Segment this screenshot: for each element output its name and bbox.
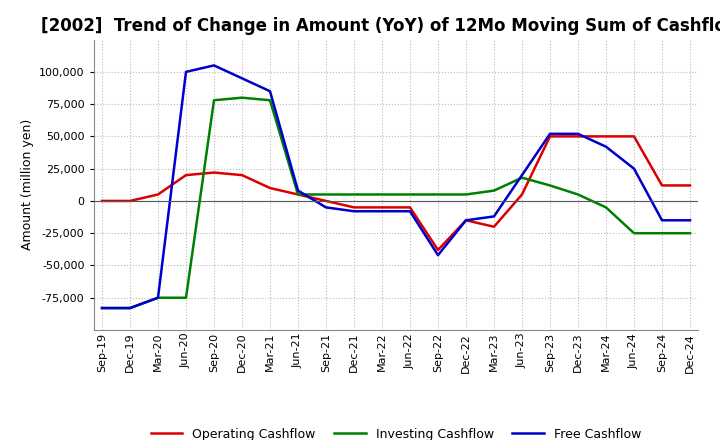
Investing Cashflow xyxy=(181,295,190,301)
Free Cashflow xyxy=(322,205,330,210)
Investing Cashflow xyxy=(266,98,274,103)
Operating Cashflow xyxy=(181,172,190,178)
Free Cashflow xyxy=(350,209,359,214)
Free Cashflow xyxy=(546,131,554,136)
Investing Cashflow xyxy=(350,192,359,197)
Operating Cashflow xyxy=(602,134,611,139)
Free Cashflow xyxy=(126,305,135,311)
Investing Cashflow xyxy=(518,175,526,180)
Line: Operating Cashflow: Operating Cashflow xyxy=(102,136,690,250)
Free Cashflow xyxy=(602,144,611,149)
Investing Cashflow xyxy=(490,188,498,193)
Free Cashflow xyxy=(378,209,387,214)
Operating Cashflow xyxy=(518,192,526,197)
Investing Cashflow xyxy=(126,305,135,311)
Free Cashflow xyxy=(294,188,302,193)
Investing Cashflow xyxy=(322,192,330,197)
Free Cashflow xyxy=(405,209,414,214)
Free Cashflow xyxy=(98,305,107,311)
Investing Cashflow xyxy=(378,192,387,197)
Operating Cashflow xyxy=(405,205,414,210)
Line: Free Cashflow: Free Cashflow xyxy=(102,66,690,308)
Free Cashflow xyxy=(462,218,470,223)
Free Cashflow xyxy=(238,76,246,81)
Operating Cashflow xyxy=(546,134,554,139)
Investing Cashflow xyxy=(630,231,639,236)
Title: [2002]  Trend of Change in Amount (YoY) of 12Mo Moving Sum of Cashflows: [2002] Trend of Change in Amount (YoY) o… xyxy=(41,17,720,35)
Operating Cashflow xyxy=(266,185,274,191)
Free Cashflow xyxy=(518,172,526,178)
Free Cashflow xyxy=(574,131,582,136)
Free Cashflow xyxy=(210,63,218,68)
Operating Cashflow xyxy=(238,172,246,178)
Free Cashflow xyxy=(181,69,190,74)
Operating Cashflow xyxy=(210,170,218,175)
Legend: Operating Cashflow, Investing Cashflow, Free Cashflow: Operating Cashflow, Investing Cashflow, … xyxy=(146,423,646,440)
Investing Cashflow xyxy=(546,183,554,188)
Operating Cashflow xyxy=(294,192,302,197)
Investing Cashflow xyxy=(602,205,611,210)
Operating Cashflow xyxy=(378,205,387,210)
Investing Cashflow xyxy=(98,305,107,311)
Free Cashflow xyxy=(153,295,162,301)
Free Cashflow xyxy=(657,218,666,223)
Operating Cashflow xyxy=(350,205,359,210)
Operating Cashflow xyxy=(322,198,330,204)
Investing Cashflow xyxy=(153,295,162,301)
Operating Cashflow xyxy=(574,134,582,139)
Operating Cashflow xyxy=(126,198,135,204)
Investing Cashflow xyxy=(685,231,694,236)
Operating Cashflow xyxy=(490,224,498,229)
Investing Cashflow xyxy=(210,98,218,103)
Operating Cashflow xyxy=(685,183,694,188)
Investing Cashflow xyxy=(405,192,414,197)
Y-axis label: Amount (million yen): Amount (million yen) xyxy=(20,119,34,250)
Free Cashflow xyxy=(630,166,639,171)
Operating Cashflow xyxy=(657,183,666,188)
Operating Cashflow xyxy=(98,198,107,204)
Operating Cashflow xyxy=(153,192,162,197)
Operating Cashflow xyxy=(433,247,442,253)
Investing Cashflow xyxy=(462,192,470,197)
Operating Cashflow xyxy=(630,134,639,139)
Investing Cashflow xyxy=(433,192,442,197)
Line: Investing Cashflow: Investing Cashflow xyxy=(102,98,690,308)
Investing Cashflow xyxy=(574,192,582,197)
Free Cashflow xyxy=(685,218,694,223)
Free Cashflow xyxy=(266,88,274,94)
Investing Cashflow xyxy=(294,192,302,197)
Operating Cashflow xyxy=(462,218,470,223)
Free Cashflow xyxy=(490,214,498,219)
Free Cashflow xyxy=(433,253,442,258)
Investing Cashflow xyxy=(657,231,666,236)
Investing Cashflow xyxy=(238,95,246,100)
